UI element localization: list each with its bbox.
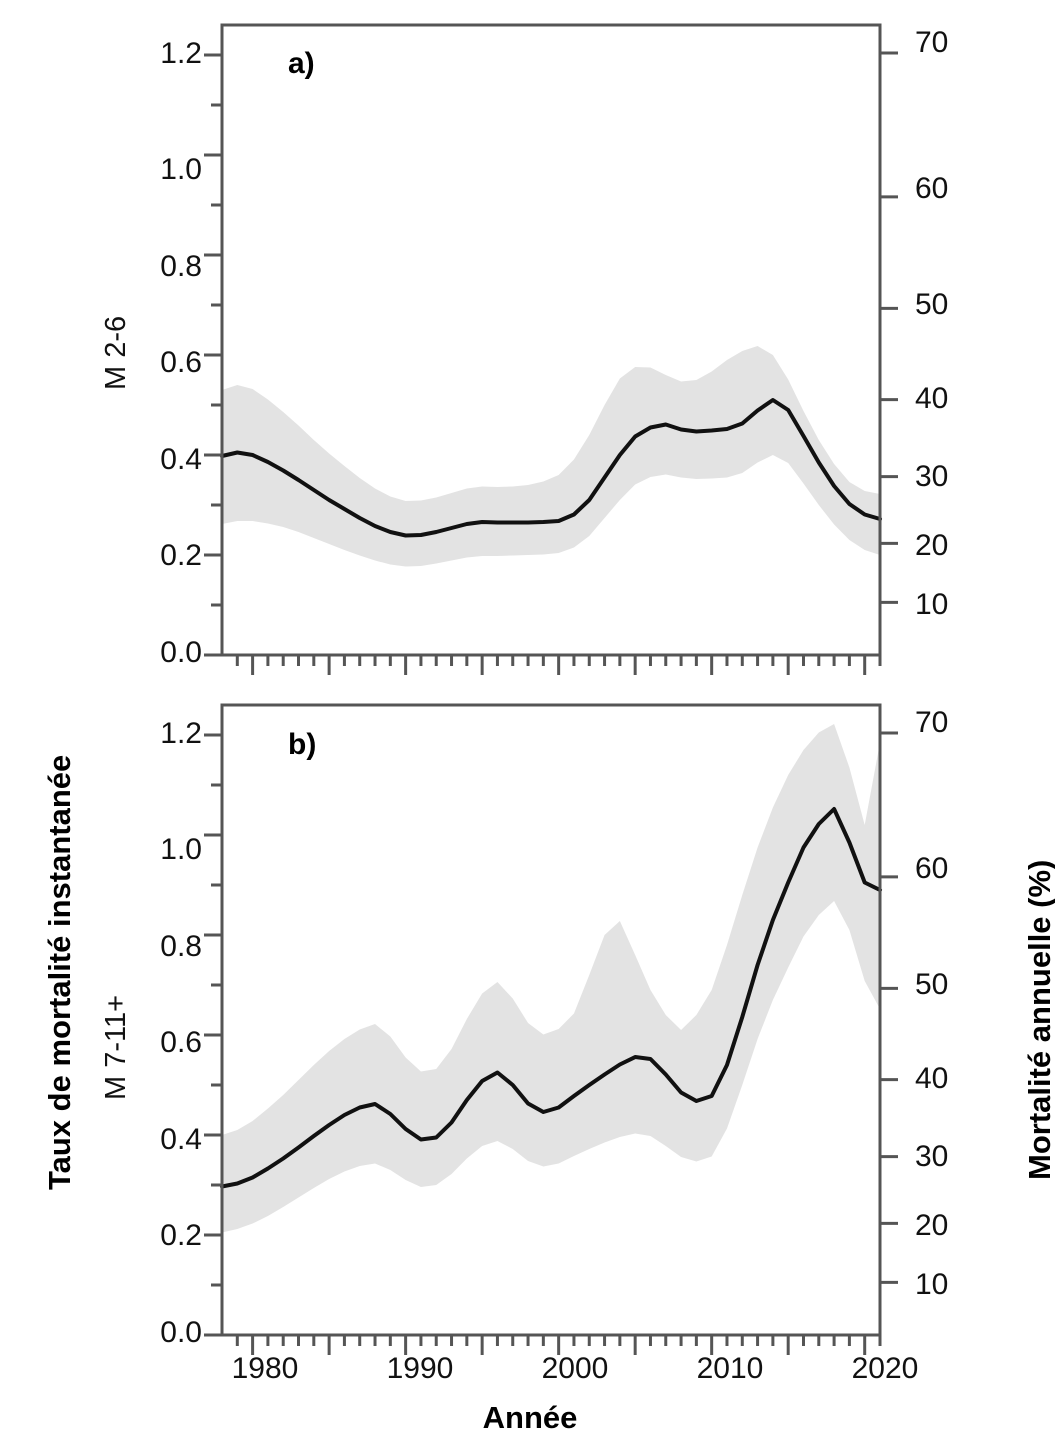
panel-a-y2tick-30: 30	[915, 460, 949, 493]
panel-b-y2tick-40: 40	[915, 1062, 949, 1095]
panel-b-y2tick-60: 60	[915, 852, 949, 885]
panel-a-axis-frame	[204, 23, 898, 675]
panel-a-ytick-0: 0.0	[160, 636, 202, 669]
panel-b-ytick-6: 1.2	[160, 717, 202, 750]
panel-a-plot	[204, 23, 898, 675]
panel-b-ytick-5: 1.0	[160, 833, 202, 866]
panel-a-ytick-4: 0.8	[160, 250, 202, 283]
panel-a-confidence-band	[222, 346, 880, 567]
panel-b-y2tick-30: 30	[915, 1140, 949, 1173]
panel-b-ytick-1: 0.2	[160, 1219, 202, 1252]
xtick-1980: 1980	[231, 1352, 299, 1385]
panel-a-trend-line	[220, 398, 882, 538]
xtick-1990: 1990	[386, 1352, 454, 1385]
panel-b-y2tick-10: 10	[915, 1268, 949, 1301]
panel-a-ytick-1: 0.2	[160, 539, 202, 572]
x-axis-title: Année	[482, 1400, 578, 1435]
panel-a-ytick-3: 0.6	[160, 346, 202, 379]
xtick-2010: 2010	[696, 1352, 764, 1385]
xtick-2020: 2020	[851, 1352, 919, 1385]
panel-a-tag: a)	[288, 47, 315, 80]
panel-b-ytick-0: 0.0	[160, 1316, 202, 1349]
panel-b-trend-line	[220, 807, 882, 1189]
panel-b-ytick-4: 0.8	[160, 930, 202, 963]
panel-a-ytick-6: 1.2	[160, 37, 202, 70]
panel-b-y2tick-70: 70	[915, 706, 949, 739]
panel-b-axis-frame	[204, 703, 898, 1355]
panel-b-tag: b)	[288, 728, 317, 761]
panel-b-ytick-2: 0.4	[160, 1123, 202, 1156]
panel-b-plot	[204, 703, 898, 1355]
panel-b-confidence-band	[222, 724, 880, 1233]
panel-a-y2tick-60: 60	[915, 172, 949, 205]
xtick-2000: 2000	[541, 1352, 609, 1385]
panel-a-y2tick-10: 10	[915, 588, 949, 621]
panel-b-y2tick-20: 20	[915, 1209, 949, 1242]
panel-a-ytick-5: 1.0	[160, 153, 202, 186]
panel-a-y2tick-70: 70	[915, 26, 949, 59]
panel-a-y2tick-20: 20	[915, 529, 949, 562]
panel-b-ytick-3: 0.6	[160, 1026, 202, 1059]
panel-b-y2tick-50: 50	[915, 968, 949, 1001]
panel-a-y2tick-40: 40	[915, 382, 949, 415]
panel-a-y2tick-50: 50	[915, 288, 949, 321]
panel-a-ytick-2: 0.4	[160, 443, 202, 476]
